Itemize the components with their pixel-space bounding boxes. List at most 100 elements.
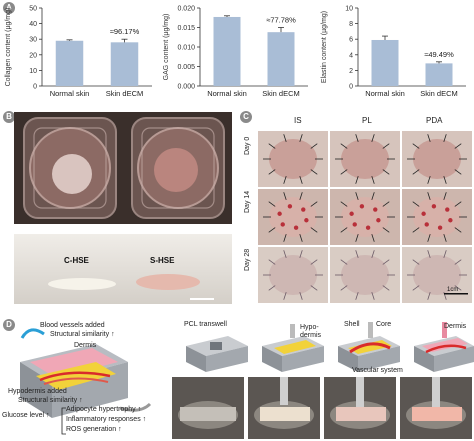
label-core: Core — [376, 321, 392, 328]
suture — [371, 250, 375, 259]
bar — [213, 16, 241, 86]
suture — [283, 291, 287, 300]
label-pcl-transwell: PCL transwell — [184, 321, 227, 328]
label-dermis: Dermis — [74, 342, 97, 349]
suture — [310, 169, 318, 175]
x-tick-label: Normal skin — [207, 89, 247, 98]
suture — [268, 143, 276, 149]
suture — [371, 233, 375, 242]
scale-bar-label: 1cm — [447, 287, 459, 293]
wound-area — [413, 197, 461, 237]
wound-spot — [437, 225, 443, 230]
suture — [310, 259, 318, 265]
y-tick-label: 0.015 — [177, 25, 195, 32]
suture — [412, 285, 420, 291]
suture — [443, 134, 447, 143]
suture — [310, 285, 318, 291]
bar — [110, 42, 139, 86]
suture — [283, 250, 287, 259]
suture — [355, 192, 359, 201]
label-structural-similarity-1: Structural similarity ↑ — [50, 331, 115, 338]
label-ros: ROS generation ↑ — [66, 426, 122, 433]
wound-spot — [424, 222, 429, 227]
bar — [55, 40, 84, 86]
label-hypodermis-added: Hypodermis added — [8, 388, 67, 395]
y-tick-label: 2 — [349, 68, 353, 75]
panel-label-b: B — [3, 111, 15, 123]
suture — [283, 192, 287, 201]
row-label-day28: Day 28 — [244, 248, 251, 271]
suture — [310, 143, 318, 149]
panel-label-d: D — [3, 319, 15, 331]
photo-well-plate — [14, 112, 232, 224]
schematic-skin-model — [20, 328, 152, 418]
wound-spot — [352, 222, 357, 227]
suture — [355, 134, 359, 143]
wound-area — [413, 139, 461, 179]
y-tick-label: 0.020 — [177, 6, 195, 13]
suture — [443, 175, 447, 184]
suture — [427, 134, 431, 143]
wound-spot — [349, 211, 354, 216]
suture — [371, 175, 375, 184]
suture — [454, 285, 462, 291]
suture — [382, 227, 390, 233]
chart-collagen: 0 10 20 30 40 50 Collagen content (µg/mg) Norma… — [5, 6, 152, 98]
wound-area — [269, 139, 317, 179]
wound-area — [269, 255, 317, 295]
percentage-annotation: ≈77.78% — [266, 16, 296, 25]
suture — [412, 259, 420, 265]
row-label-day14: Day 14 — [244, 190, 251, 213]
label-inflammatory: Inflammatory responses ↑ — [66, 416, 147, 423]
y-axis-label: Elastin content (µg/mg) — [321, 11, 328, 83]
wound-spot — [421, 211, 426, 216]
suture — [283, 175, 287, 184]
col-header-is: IS — [294, 116, 302, 125]
photo-hse-samples: C-HSE S-HSE — [14, 234, 232, 304]
suture — [382, 143, 390, 149]
wound-spot — [293, 225, 299, 230]
wound-spot — [373, 207, 378, 212]
suture — [412, 227, 420, 233]
suture — [299, 291, 303, 300]
suture — [412, 201, 420, 207]
chart-elastin: 0 2 4 6 8 10 Elastin content (µg/mg) Normal ski… — [321, 6, 466, 98]
scale-bar — [444, 293, 468, 295]
wound-spot — [301, 207, 306, 212]
suture — [427, 250, 431, 259]
suture — [268, 227, 276, 233]
y-tick-label: 6 — [349, 37, 353, 44]
label-s-hse: S-HSE — [150, 256, 175, 265]
suture — [299, 233, 303, 242]
y-tick-label: 20 — [29, 52, 37, 59]
wound-area — [413, 255, 461, 295]
col-header-pda: PDA — [426, 116, 443, 125]
bracket — [61, 407, 66, 435]
y-tick-label: 50 — [29, 6, 37, 13]
suture — [443, 192, 447, 201]
y-tick-label: 0 — [33, 84, 37, 91]
wound-spot — [359, 204, 365, 209]
wound-area — [341, 255, 389, 295]
y-tick-label: 0.010 — [177, 45, 195, 52]
panel-label-c: C — [240, 111, 252, 123]
suture — [299, 250, 303, 259]
label-shell: Shell — [344, 321, 360, 328]
wound-spot — [445, 207, 450, 212]
wound-spot — [376, 218, 381, 223]
row-label-day0: Day 0 — [244, 136, 251, 155]
suture — [454, 169, 462, 175]
suture — [443, 250, 447, 259]
suture — [454, 201, 462, 207]
y-axis-label: Collagen content (µg/mg) — [5, 8, 12, 87]
suture — [340, 259, 348, 265]
wound-spot — [277, 211, 282, 216]
y-tick-label: 8 — [349, 21, 353, 28]
suture — [355, 233, 359, 242]
suture — [268, 169, 276, 175]
chart-gag: 0.000 0.005 0.010 0.015 0.020 GAG content (µg… — [163, 6, 308, 98]
suture — [412, 143, 420, 149]
percentage-annotation: ≈96.17% — [110, 27, 140, 36]
label-structural-similarity-2: Structural similarity ↑ — [18, 397, 83, 404]
label-vascular-system: Vascular system — [352, 367, 403, 374]
